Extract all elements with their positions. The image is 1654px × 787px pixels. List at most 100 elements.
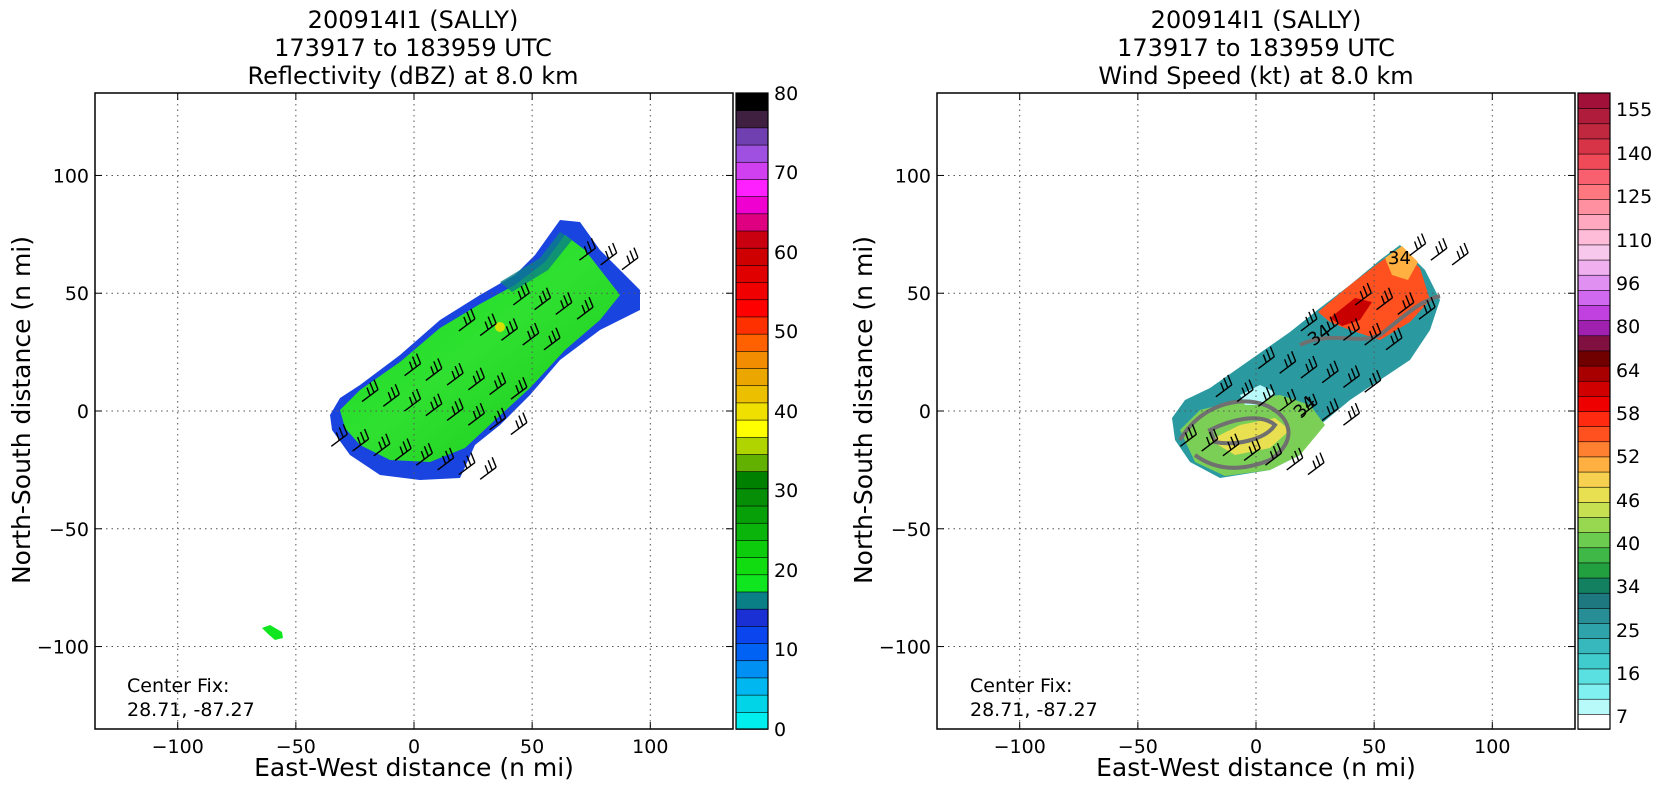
wind-barb	[1257, 346, 1276, 370]
wind-barb	[446, 398, 464, 421]
colorbar-segment	[735, 505, 769, 524]
colorbar-segment	[1577, 289, 1611, 306]
wind-speed-field	[1172, 245, 1441, 478]
wind-barb	[1343, 318, 1361, 341]
colorbar-segment	[735, 281, 769, 301]
wind-barb	[373, 433, 391, 457]
colorbar-segment	[1577, 516, 1611, 533]
wind-barb	[1321, 313, 1339, 337]
colorbar-label-80: 80	[1616, 316, 1640, 338]
colorbar-segment	[735, 316, 769, 335]
wind-speed-colorbar	[1577, 92, 1611, 730]
y-axis-label: North-South distance (n mi)	[7, 236, 36, 584]
colorbar-segment	[735, 419, 769, 438]
wind-barb	[501, 318, 519, 341]
colorbar-segment	[1577, 395, 1611, 412]
grid-lines	[937, 93, 1575, 729]
colorbar-label-70: 70	[774, 162, 798, 184]
x-tick-label: −100	[994, 736, 1046, 758]
wind-barb	[1397, 292, 1415, 315]
colorbar-segment	[735, 694, 769, 713]
colorbar-segment	[1577, 107, 1611, 125]
wind-barb	[1257, 384, 1276, 407]
wind-barb	[425, 393, 443, 417]
wind-barb	[1385, 327, 1403, 351]
wind-barb	[512, 282, 530, 306]
colorbar-label-40: 40	[1616, 533, 1640, 555]
colorbar-label-25: 25	[1616, 620, 1640, 642]
colorbar-segment	[1577, 228, 1611, 246]
colorbar-segment	[735, 92, 769, 111]
colorbar-segment	[1577, 471, 1611, 488]
y-tick-label: −100	[879, 637, 931, 659]
wind-speed-colorbar-labels: 7 16 25 34 40 46 52 58 64 80 96 110 125 …	[1616, 99, 1652, 728]
reflectivity-yellow-cell	[495, 322, 505, 332]
y-tick-label: −100	[37, 637, 89, 659]
wind-barb	[543, 327, 561, 351]
wind-barb	[1300, 308, 1318, 332]
colorbar-segment	[735, 161, 769, 180]
wind-barb	[1430, 237, 1448, 261]
colorbar-segment	[1577, 501, 1611, 518]
axis-ticks: −100 −50 0 50 100 −100 −50 0 50 100	[37, 93, 733, 758]
colorbar-segment	[1577, 153, 1611, 170]
wind-barb	[1222, 433, 1240, 457]
wind-barb	[361, 379, 379, 403]
colorbar-frame	[1577, 92, 1611, 730]
contour-34kt	[1178, 294, 1441, 470]
wind-field-dark-red-core	[1330, 298, 1372, 326]
wind-barb	[621, 247, 639, 271]
y-tick-label: 0	[77, 401, 89, 423]
wind-barb	[1307, 452, 1325, 476]
colorbar-segment	[1577, 334, 1611, 352]
colorbar-segment	[735, 264, 769, 283]
wind-barb	[1300, 393, 1318, 417]
wind-barb	[1364, 322, 1382, 346]
wind-barb	[1364, 369, 1382, 393]
colorbar-label-20: 20	[774, 560, 798, 582]
reflectivity-colorbar-labels: 0 10 20 30 40 50 60 70 80	[774, 83, 798, 741]
center-fix-label: Center Fix:	[970, 675, 1072, 697]
x-tick-label: 0	[1250, 736, 1262, 758]
colorbar-segment	[1577, 683, 1611, 700]
colorbar-segment	[1577, 607, 1611, 624]
colorbar-segment	[735, 333, 769, 352]
wind-barb	[1243, 438, 1261, 462]
colorbar-segment	[735, 144, 769, 163]
colorbar-segment	[735, 625, 769, 644]
colorbar-segment	[1577, 713, 1611, 730]
colorbar-segment	[1577, 304, 1611, 321]
colorbar-segment	[1577, 138, 1611, 155]
reflectivity-colorbar	[735, 92, 769, 730]
colorbar-label-30: 30	[774, 480, 798, 502]
x-tick-label: −100	[152, 736, 204, 758]
colorbar-segment	[1577, 198, 1611, 215]
colorbar-segment	[1577, 319, 1611, 337]
colorbar-segment	[735, 539, 769, 558]
colorbar-label-110: 110	[1616, 230, 1652, 252]
wind-barb	[425, 358, 443, 381]
colorbar-segment	[1577, 122, 1611, 140]
colorbar-segment	[1577, 410, 1611, 427]
y-tick-label: −50	[49, 519, 89, 541]
wind-barb	[489, 372, 507, 396]
colorbar-label-140: 140	[1616, 143, 1652, 165]
colorbar-segment	[735, 178, 769, 197]
wind-barb	[1376, 287, 1394, 311]
wind-speed-panel: 200914I1 (SALLY) 173917 to 183959 UTC Wi…	[849, 6, 1652, 782]
colorbar-segment	[1577, 668, 1611, 685]
wind-field-orange-edge	[1385, 246, 1418, 280]
wind-barb	[1300, 355, 1318, 379]
wind-barb	[1279, 388, 1297, 412]
reflectivity-teal-edge	[500, 232, 572, 292]
colorbar-segment	[1577, 486, 1611, 503]
colorbar-segment	[735, 247, 769, 266]
wind-barb	[330, 424, 348, 447]
colorbar-label-125: 125	[1616, 186, 1652, 208]
wind-barb	[467, 402, 485, 426]
reflectivity-field	[262, 220, 640, 640]
y-tick-label: 50	[907, 283, 931, 305]
wind-barbs	[1179, 233, 1469, 476]
colorbar-segment	[1577, 531, 1611, 549]
colorbar-segment	[1577, 698, 1611, 715]
